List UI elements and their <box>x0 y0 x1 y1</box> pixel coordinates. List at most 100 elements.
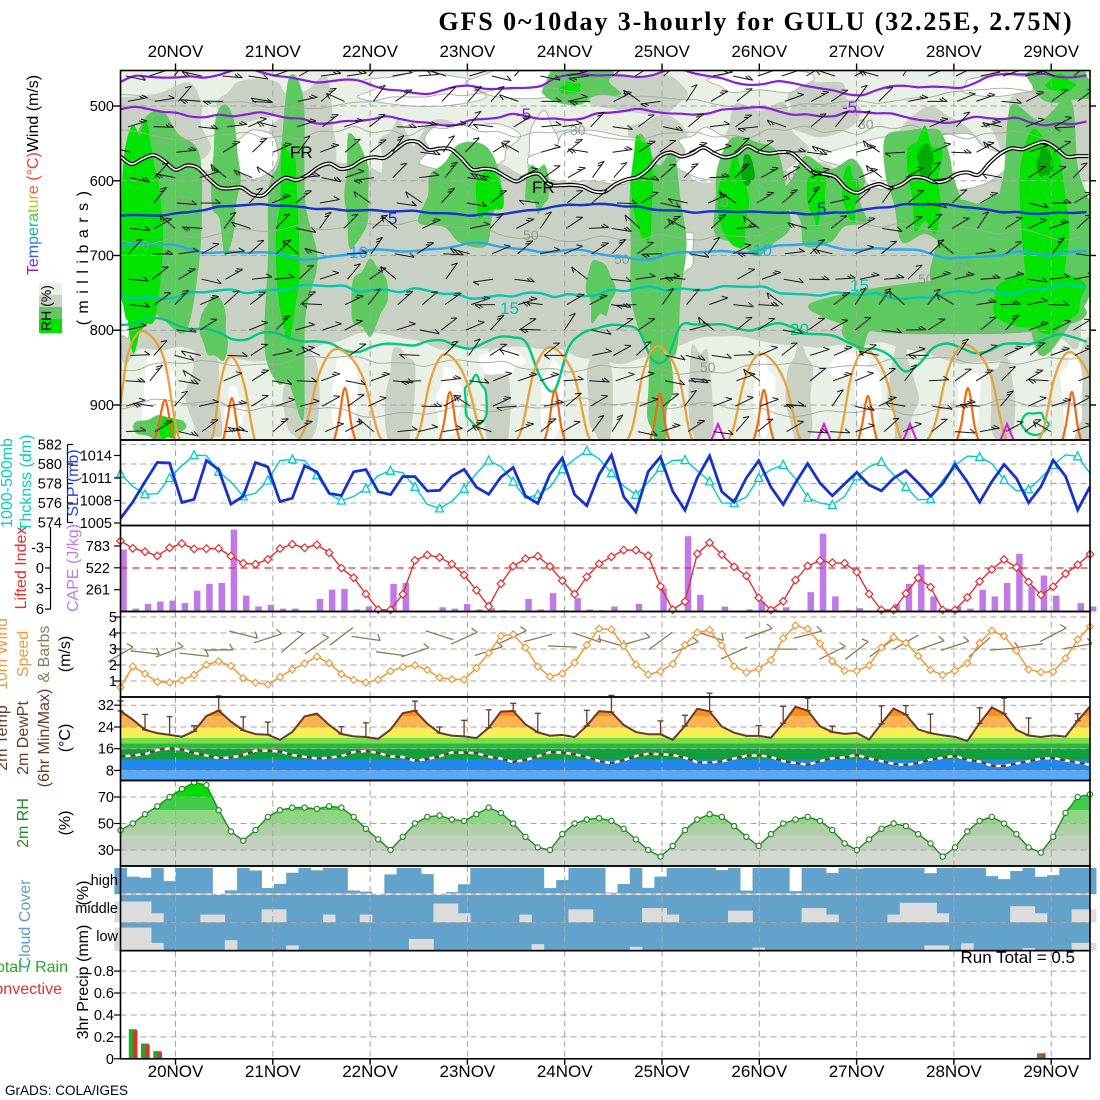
svg-text:CAPE (J/kg): CAPE (J/kg) <box>65 524 82 612</box>
svg-text:0.2: 0.2 <box>94 1030 114 1046</box>
svg-text:700: 700 <box>90 249 114 265</box>
svg-text:2m RH: 2m RH <box>15 798 32 848</box>
svg-text:2m Temp: 2m Temp <box>0 705 11 771</box>
svg-text:25NOV: 25NOV <box>634 42 690 61</box>
svg-text:(m/s): (m/s) <box>57 636 74 672</box>
svg-text:600: 600 <box>90 174 114 190</box>
svg-text:3: 3 <box>109 642 117 658</box>
svg-text:0: 0 <box>106 1052 114 1068</box>
svg-text:800: 800 <box>90 323 114 339</box>
svg-text:70: 70 <box>713 194 729 210</box>
svg-text:50: 50 <box>98 817 114 833</box>
svg-text:15: 15 <box>850 276 869 295</box>
svg-text:3: 3 <box>36 582 44 598</box>
svg-text:1014: 1014 <box>80 449 112 465</box>
svg-text:SLP (mb): SLP (mb) <box>65 449 82 516</box>
svg-text:576: 576 <box>38 496 62 512</box>
svg-text:Temperature (°C)Wind (m/s): Temperature (°C)Wind (m/s) <box>25 75 42 275</box>
svg-text:2m DewPt: 2m DewPt <box>15 701 32 775</box>
svg-text:261: 261 <box>86 583 110 599</box>
svg-text:24NOV: 24NOV <box>537 42 593 61</box>
svg-text:5: 5 <box>109 610 117 626</box>
svg-text:FR: FR <box>532 178 555 197</box>
svg-text:4: 4 <box>109 626 117 642</box>
svg-text:70: 70 <box>98 790 114 806</box>
svg-text:20NOV: 20NOV <box>148 1062 204 1081</box>
svg-text:50: 50 <box>614 251 630 267</box>
svg-text:1000-500mb: 1000-500mb <box>0 438 16 528</box>
svg-text:22NOV: 22NOV <box>342 1062 398 1081</box>
svg-text:1: 1 <box>109 674 117 690</box>
svg-text:32: 32 <box>98 698 114 714</box>
svg-text:15: 15 <box>500 299 519 318</box>
svg-text:50: 50 <box>700 359 716 375</box>
svg-text:28NOV: 28NOV <box>926 1062 982 1081</box>
svg-text:23NOV: 23NOV <box>440 1062 496 1081</box>
svg-text:21NOV: 21NOV <box>245 42 301 61</box>
svg-text:-5: -5 <box>842 98 857 117</box>
svg-text:(°C): (°C) <box>57 724 74 753</box>
svg-text:(%): (%) <box>57 811 74 836</box>
svg-text:GrADS: COLA/IGES: GrADS: COLA/IGES <box>5 1083 128 1098</box>
svg-text:500: 500 <box>90 99 114 115</box>
svg-text:& Barbs: & Barbs <box>36 626 53 683</box>
svg-text:25NOV: 25NOV <box>634 1062 690 1081</box>
svg-text:28NOV: 28NOV <box>926 42 982 61</box>
svg-text:-5: -5 <box>516 105 531 124</box>
svg-text:5: 5 <box>817 199 826 218</box>
svg-text:27NOV: 27NOV <box>829 1062 885 1081</box>
svg-text:Cloud Cover: Cloud Cover <box>17 879 34 969</box>
svg-text:20NOV: 20NOV <box>148 42 204 61</box>
svg-text:Run Total = 0.5: Run Total = 0.5 <box>960 948 1075 967</box>
svg-text:70: 70 <box>134 237 150 253</box>
svg-text:GFS 0~10day 3-hourly for GULU: GFS 0~10day 3-hourly for GULU (32.25E, 2… <box>438 7 1073 36</box>
svg-text:27NOV: 27NOV <box>829 42 885 61</box>
svg-text:3hr Precip (mm): 3hr Precip (mm) <box>75 925 92 1040</box>
svg-text:10m Wind: 10m Wind <box>0 618 11 690</box>
svg-text:2: 2 <box>109 658 117 674</box>
svg-text:10: 10 <box>349 243 368 262</box>
svg-text:-3: -3 <box>31 541 44 557</box>
svg-text:783: 783 <box>86 539 110 555</box>
svg-text:0.6: 0.6 <box>94 986 114 1002</box>
svg-text:30: 30 <box>98 843 114 859</box>
svg-text:1008: 1008 <box>80 494 112 510</box>
svg-text:574: 574 <box>38 516 62 532</box>
svg-text:(%): (%) <box>75 881 92 906</box>
svg-text:24: 24 <box>98 720 114 736</box>
svg-text:26NOV: 26NOV <box>731 1062 787 1081</box>
svg-text:middle: middle <box>75 901 118 917</box>
svg-text:16: 16 <box>98 742 114 758</box>
svg-text:0.4: 0.4 <box>94 1008 114 1024</box>
svg-text:900: 900 <box>90 398 114 414</box>
svg-text:29NOV: 29NOV <box>1023 1062 1079 1081</box>
svg-text:Lifted Index: Lifted Index <box>13 527 30 610</box>
svg-text:Total / Rain: Total / Rain <box>0 959 68 976</box>
svg-text:20: 20 <box>790 320 809 339</box>
svg-text:70: 70 <box>955 259 971 275</box>
svg-text:522: 522 <box>86 561 110 577</box>
svg-text:30: 30 <box>570 122 586 138</box>
svg-text:50: 50 <box>523 227 539 243</box>
svg-text:26NOV: 26NOV <box>731 42 787 61</box>
svg-text:RH (%): RH (%) <box>38 285 54 331</box>
svg-text:(millibars): (millibars) <box>75 185 92 326</box>
svg-text:Thcknss (dm): Thcknss (dm) <box>18 435 35 532</box>
svg-text:1011: 1011 <box>81 471 112 487</box>
svg-text:0.8: 0.8 <box>94 964 114 980</box>
svg-text:22NOV: 22NOV <box>342 42 398 61</box>
svg-text:Speed: Speed <box>15 631 32 677</box>
svg-text:23NOV: 23NOV <box>440 42 496 61</box>
svg-text:5: 5 <box>388 209 397 228</box>
svg-text:8: 8 <box>106 763 114 779</box>
svg-text:24NOV: 24NOV <box>537 1062 593 1081</box>
svg-text:21NOV: 21NOV <box>245 1062 301 1081</box>
svg-text:low: low <box>96 929 118 945</box>
svg-text:50: 50 <box>780 168 796 184</box>
svg-text:Convective: Convective <box>0 981 62 998</box>
svg-text:580: 580 <box>38 457 62 473</box>
svg-text:0: 0 <box>36 561 44 577</box>
svg-text:50: 50 <box>918 271 934 287</box>
svg-text:high: high <box>91 873 118 889</box>
svg-text:29NOV: 29NOV <box>1023 42 1079 61</box>
